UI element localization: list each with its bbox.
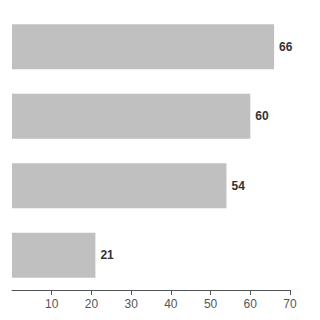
svg-text:20: 20 [85,297,99,311]
svg-text:54: 54 [231,179,245,193]
svg-text:50: 50 [204,297,218,311]
svg-text:30: 30 [124,297,138,311]
svg-text:70: 70 [283,297,297,311]
svg-text:10: 10 [45,297,59,311]
svg-text:21: 21 [100,248,114,262]
svg-text:60: 60 [255,109,269,123]
svg-text:60: 60 [244,297,258,311]
svg-text:66: 66 [279,40,293,54]
svg-text:40: 40 [164,297,178,311]
